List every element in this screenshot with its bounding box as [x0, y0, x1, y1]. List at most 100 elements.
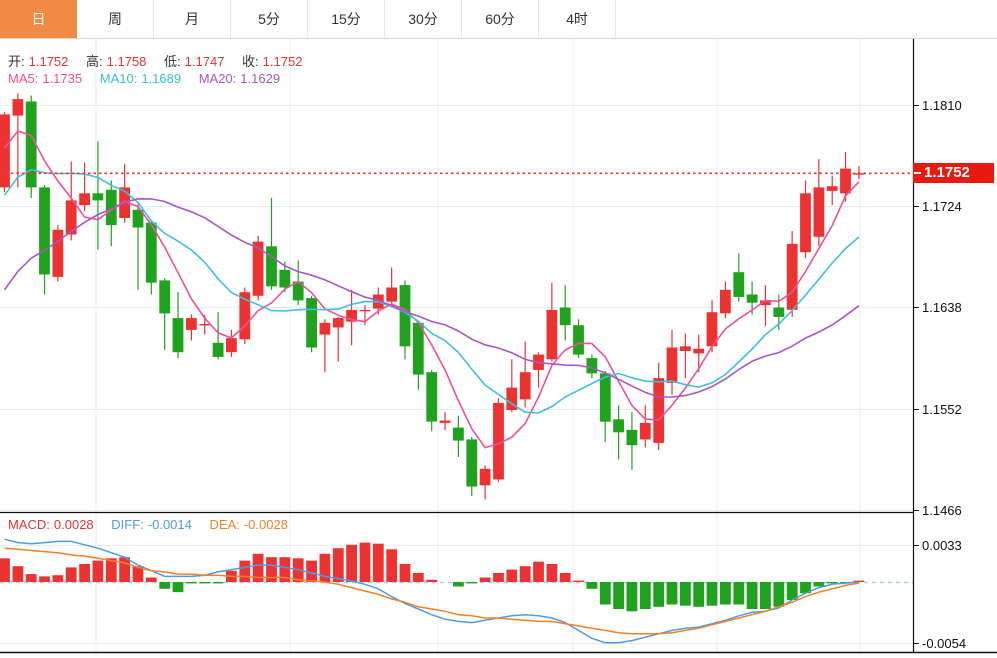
candle-body	[693, 348, 705, 354]
candle-body	[199, 324, 211, 326]
macd-axis-label: -0.0054	[922, 636, 966, 651]
candle-body	[132, 209, 144, 228]
macd-bar	[653, 582, 665, 607]
macd-bar	[105, 558, 117, 582]
macd-bar	[760, 582, 771, 609]
candle-body	[186, 318, 197, 330]
tab-timeframe-6[interactable]: 60分	[462, 0, 539, 38]
macd-bar	[386, 549, 398, 582]
candle-body	[546, 309, 558, 360]
macd-bar	[533, 561, 544, 582]
tab-timeframe-5[interactable]: 30分	[385, 0, 462, 38]
current-price-tag: 1.1752	[913, 163, 994, 183]
candle-body	[172, 318, 184, 353]
candle-body	[159, 280, 171, 314]
macd-bar	[666, 582, 678, 605]
candle-body	[613, 419, 624, 433]
macd-bar	[773, 582, 785, 607]
dea-line	[4, 547, 860, 635]
low-label: 低:	[164, 54, 181, 69]
candle-body	[786, 243, 798, 310]
candle-body	[599, 373, 611, 422]
ma10-line	[3, 168, 860, 414]
macd-bar	[813, 582, 825, 587]
macd-bar	[426, 579, 438, 582]
candle-body	[573, 325, 584, 355]
candle-body	[92, 193, 104, 201]
candle-body	[65, 200, 77, 235]
tab-timeframe-3[interactable]: 5分	[231, 0, 308, 38]
macd-bar	[52, 575, 64, 582]
open-label: 开:	[8, 54, 25, 69]
macd-bar	[546, 564, 558, 582]
low-value: 1.1747	[184, 54, 225, 69]
tab-timeframe-0[interactable]: 日	[0, 0, 77, 38]
tab-timeframe-7[interactable]: 4时	[539, 0, 616, 38]
macd-legend: MACD: 0.0028 DIFF: -0.0014 DEA: -0.0028	[8, 517, 302, 532]
macd-bar	[266, 557, 277, 582]
macd-bar	[239, 560, 251, 582]
macd-bar	[493, 573, 504, 582]
macd-bar	[800, 582, 811, 594]
close-label: 收:	[242, 54, 259, 69]
candle-body	[453, 427, 464, 441]
timeframe-tabbar: 日周月 5分 15分 30分 60分 4时	[0, 0, 997, 39]
candle-body	[733, 272, 745, 297]
macd-bar	[466, 582, 478, 584]
candle-body	[559, 307, 571, 326]
candle-body	[493, 402, 504, 480]
candle-body	[680, 346, 691, 351]
macd-bar	[706, 582, 718, 606]
diff-value: -0.0014	[147, 517, 192, 532]
macd-bar	[199, 582, 211, 584]
macd-bar	[559, 573, 571, 582]
candle-body	[39, 187, 50, 275]
macd-bar	[586, 582, 598, 589]
ma5-line	[3, 130, 860, 449]
candle-body	[25, 101, 37, 188]
macd-bar	[0, 558, 10, 582]
tab-timeframe-1[interactable]: 周	[77, 0, 154, 38]
candle-body	[306, 298, 317, 348]
candle-body	[226, 338, 237, 353]
tab-timeframe-4[interactable]: 15分	[308, 0, 385, 38]
diff-label: DIFF:	[111, 517, 144, 532]
macd-bar	[172, 582, 184, 593]
macd-bar	[346, 544, 357, 582]
macd-bar	[519, 566, 531, 582]
macd-bar	[733, 582, 745, 605]
candle-body	[279, 269, 291, 288]
macd-bar	[319, 553, 331, 582]
macd-bar	[279, 557, 291, 582]
ohlc-legend: 开: 1.1752 高: 1.1758 低: 1.1747 收: 1.1752	[8, 51, 316, 70]
macd-value: 0.0028	[53, 517, 94, 532]
macd-bar	[132, 566, 144, 582]
ma20-line	[3, 197, 860, 398]
high-value: 1.1758	[106, 54, 147, 69]
candle-body	[653, 378, 665, 443]
ma5-label: MA5:	[8, 71, 39, 86]
candle-body	[252, 241, 264, 296]
macd-bar	[159, 582, 171, 589]
macd-bar	[212, 582, 224, 584]
macd-bar	[479, 577, 491, 582]
macd-bar	[626, 582, 638, 612]
macd-bar	[252, 553, 264, 582]
ma10-label: MA10:	[99, 71, 138, 86]
macd-bar	[332, 548, 344, 582]
candle-body	[292, 281, 304, 301]
candle-body	[145, 222, 157, 283]
macd-bar	[119, 557, 130, 582]
candle-body	[426, 372, 438, 422]
tab-timeframe-2[interactable]: 月	[154, 0, 231, 38]
price-axis-label: 1.1810	[922, 98, 962, 113]
ma10-value: 1.1689	[141, 71, 182, 86]
macd-bar	[412, 573, 424, 582]
candle-body	[760, 300, 771, 306]
candle-body	[746, 294, 758, 303]
macd-label: MACD:	[8, 517, 50, 532]
candle-body	[346, 309, 357, 322]
